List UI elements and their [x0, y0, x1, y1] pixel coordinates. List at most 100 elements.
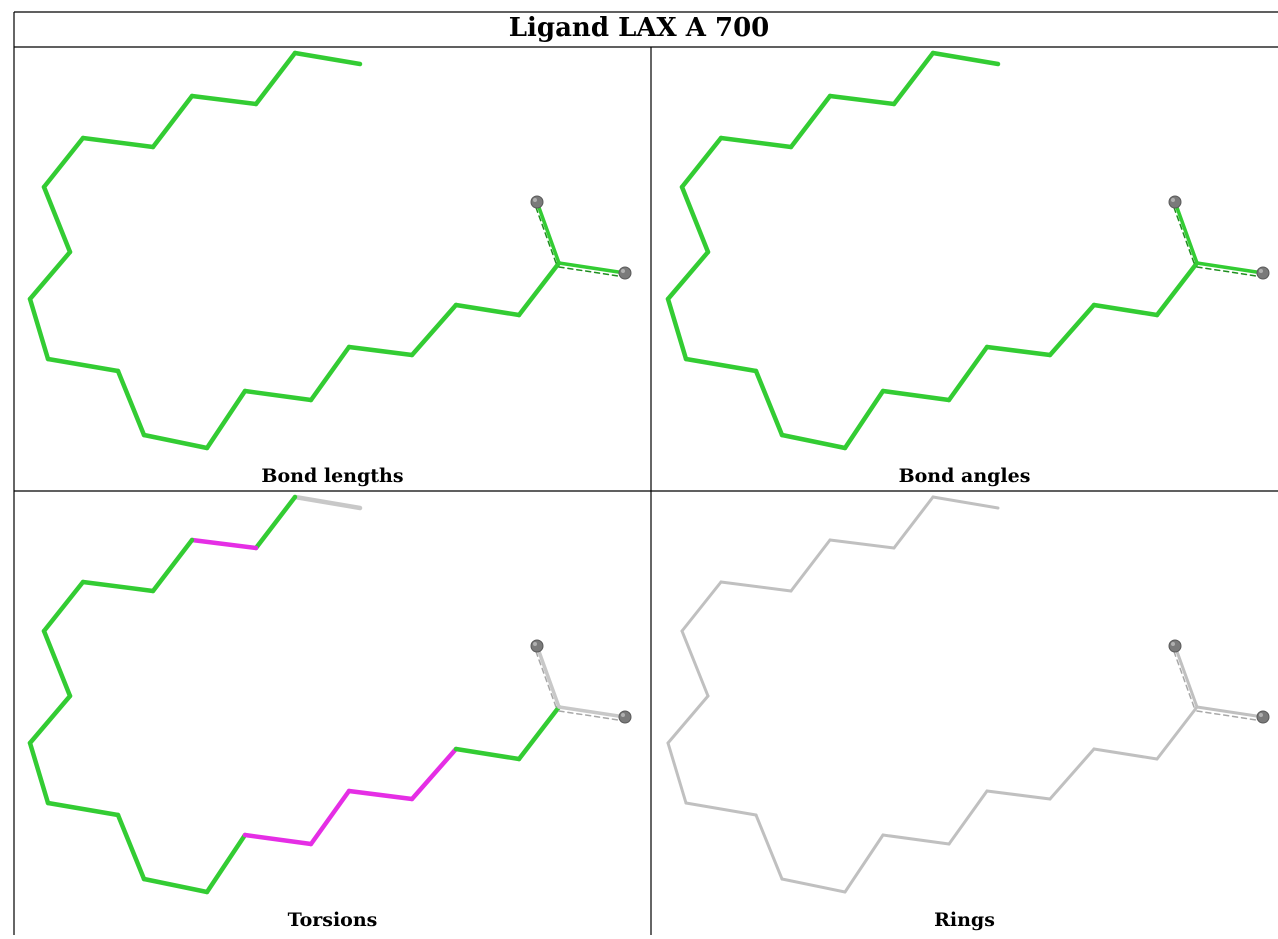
bond — [1092, 747, 1159, 761]
branch-dash — [558, 710, 626, 722]
molecule-bonds — [666, 495, 1265, 894]
bond — [892, 495, 935, 550]
branch-dash — [533, 645, 557, 708]
branch-dash — [1196, 266, 1264, 278]
bond — [827, 93, 897, 107]
molecule-bonds — [27, 50, 627, 451]
bond — [204, 388, 248, 451]
bond — [242, 388, 314, 403]
bond — [150, 537, 195, 594]
figure-title: Ligand LAX A 700 — [508, 13, 770, 43]
bond — [666, 741, 688, 805]
bond — [665, 296, 689, 362]
bond — [683, 356, 759, 374]
bond — [947, 789, 989, 846]
bond — [684, 801, 758, 817]
caption-rings: Rings — [934, 909, 995, 931]
bond — [45, 800, 121, 818]
bond — [80, 135, 156, 150]
bond — [788, 93, 833, 150]
bond — [843, 833, 885, 894]
atom-highlight — [1259, 713, 1263, 717]
bond — [27, 296, 51, 362]
bond — [409, 746, 459, 802]
branch-bond-right — [557, 261, 627, 275]
atom-right — [618, 710, 632, 724]
bond — [292, 494, 363, 511]
caption-bond-angles: Bond angles — [898, 465, 1031, 487]
bond — [516, 260, 562, 318]
bond — [946, 344, 990, 403]
panel-bond-lengths — [27, 50, 632, 451]
molecule-bonds — [27, 494, 627, 895]
bond — [189, 537, 259, 551]
caption-bond-lengths: Bond lengths — [261, 465, 404, 487]
bond — [27, 740, 51, 806]
bond — [80, 579, 156, 594]
bond — [985, 789, 1052, 801]
bond — [1091, 302, 1160, 318]
branch-bond-upper — [535, 200, 561, 265]
atom-highlight — [621, 269, 625, 273]
bond — [453, 302, 522, 318]
branch-bond-right — [1195, 705, 1265, 719]
bond — [842, 388, 886, 451]
bond — [189, 93, 259, 107]
atom-right — [1256, 266, 1270, 280]
bond — [292, 50, 363, 67]
bond — [679, 135, 724, 190]
bond — [891, 50, 936, 107]
bond — [930, 50, 1001, 67]
bond — [984, 344, 1053, 358]
bond — [41, 184, 73, 255]
atom-upper — [1168, 639, 1182, 653]
bond — [27, 249, 73, 302]
atom-upper — [530, 639, 544, 653]
atom-right — [1256, 710, 1270, 724]
bond — [680, 580, 723, 633]
bond — [242, 832, 314, 847]
branch-bond-right — [557, 705, 627, 719]
atom-right — [618, 266, 632, 280]
bond — [780, 877, 847, 894]
bond — [1155, 705, 1199, 761]
bond — [754, 813, 784, 881]
branch-dash — [1171, 645, 1195, 708]
bond — [679, 184, 711, 255]
bond — [516, 704, 562, 762]
atom-upper — [1168, 195, 1182, 209]
panel-bond-angles — [665, 50, 1270, 451]
molecule-bonds — [665, 50, 1265, 451]
atom-highlight — [533, 198, 537, 202]
atom-upper — [530, 195, 544, 209]
bond — [204, 832, 248, 895]
atom-highlight — [621, 713, 625, 717]
branch-bond-right — [1195, 261, 1265, 275]
bond — [41, 579, 86, 634]
bond — [45, 356, 121, 374]
bond — [931, 495, 1000, 510]
bond — [41, 135, 86, 190]
bond — [41, 628, 73, 699]
bond — [1048, 747, 1096, 801]
bond — [718, 135, 794, 150]
branch-bond-upper — [1173, 644, 1199, 709]
bond — [753, 368, 785, 438]
atom-highlight — [1171, 642, 1175, 646]
bond — [881, 833, 951, 846]
branch-dash — [1171, 201, 1195, 264]
bond — [27, 693, 73, 746]
bond — [719, 580, 793, 593]
bond — [141, 432, 210, 451]
bond — [453, 746, 522, 762]
bond — [346, 344, 415, 358]
bond — [828, 538, 896, 550]
bond — [346, 788, 415, 802]
atom-highlight — [533, 642, 537, 646]
branch-dash — [558, 266, 626, 278]
bond — [253, 50, 298, 107]
bond — [680, 629, 710, 698]
panel-rings — [666, 495, 1270, 894]
